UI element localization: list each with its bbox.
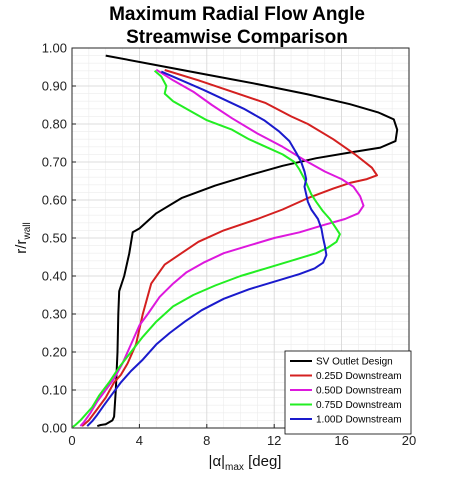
chart-title-line-1: Maximum Radial Flow Angle (109, 4, 365, 25)
y-axis-ticks: 0.00 0.10 0.20 0.30 0.40 0.50 0.60 0.70 0.80 0.90… (42, 41, 76, 436)
y-tick-label: 0.90 (42, 79, 67, 94)
y-tick-label: 0.80 (42, 117, 67, 132)
x-tick-label: 12 (267, 433, 281, 448)
x-tick-label: 16 (334, 433, 348, 448)
x-axis-label-tail: [deg] (244, 453, 282, 470)
y-axis-label: r/rwall (13, 222, 33, 253)
legend-label: SV Outlet Design (316, 357, 393, 368)
x-axis-label-sub: max (225, 462, 244, 473)
legend-box (284, 350, 412, 435)
series-line-4 (72, 70, 341, 428)
series-line-3 (79, 68, 365, 427)
series-lines (72, 54, 399, 428)
y-tick-label: 0.30 (42, 307, 67, 322)
y-axis-label-base: r/r (13, 240, 30, 254)
y-tick-label: 0.00 (42, 421, 67, 436)
y-tick-label: 0.50 (42, 231, 67, 246)
x-tick-label: 20 (402, 433, 416, 448)
legend-label: 0.25D Downstream (316, 371, 402, 382)
y-tick-label: 0.70 (42, 155, 67, 170)
legend-label: 1.00D Downstream (316, 415, 402, 426)
y-tick-label: 1.00 (42, 41, 67, 56)
x-tick-label: 4 (136, 433, 143, 448)
y-tick-label: 0.40 (42, 269, 67, 284)
x-axis-label-base: |α| (209, 453, 225, 470)
x-tick-label: 8 (203, 433, 210, 448)
y-axis-label-sub: wall (22, 222, 33, 240)
legend-label: 0.50D Downstream (316, 386, 402, 397)
y-tick-label: 0.60 (42, 193, 67, 208)
series-line-2 (81, 69, 378, 427)
legend: SV Outlet Design 0.25D Downstream 0.50D Do… (284, 350, 412, 435)
chart-title-line-2: Streamwise Comparison (126, 27, 348, 48)
x-axis-ticks: 0 4 8 12 16 20 (68, 424, 416, 448)
x-axis-label: |α|max [deg] (209, 453, 282, 473)
y-tick-label: 0.20 (42, 345, 67, 360)
legend-label: 0.75D Downstream (316, 400, 402, 411)
series-line-5 (86, 70, 328, 427)
y-tick-label: 0.10 (42, 383, 67, 398)
x-tick-label: 0 (68, 433, 75, 448)
